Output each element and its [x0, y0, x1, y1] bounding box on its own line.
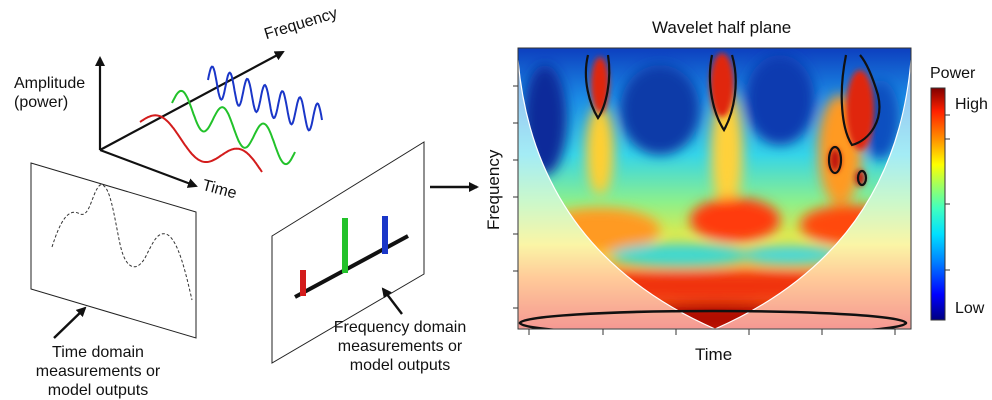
- time-domain-signal: [51, 184, 193, 301]
- time-domain-pointer: [53, 306, 87, 339]
- frequency-bar-green: [342, 218, 348, 273]
- frequency-axis-ticks: [513, 85, 518, 309]
- colorbar: [930, 87, 946, 321]
- colorbar-low-label: Low: [955, 300, 985, 317]
- frequency-domain-panel: [271, 141, 425, 364]
- amplitude-label: Amplitude (power): [14, 75, 86, 111]
- axes-3d: [95, 51, 285, 188]
- low-frequency-wave: [139, 114, 263, 173]
- wavelet-title: Wavelet half plane: [652, 18, 792, 37]
- time-domain-caption: Time domain measurements or model output…: [35, 344, 161, 399]
- high-frequency-wave: [207, 65, 323, 132]
- frequency-bar-blue: [382, 216, 388, 254]
- mid-frequency-wave: [171, 89, 296, 166]
- cone-of-influence: [518, 59, 911, 329]
- wavelet-ylabel: Frequency: [484, 149, 503, 230]
- wavelet-plot-area: [518, 48, 911, 329]
- frequency-baseline: [294, 234, 409, 299]
- colorbar-ticks: [945, 114, 950, 271]
- frequency-bar-red: [300, 270, 306, 296]
- time-axis: [99, 148, 198, 188]
- frequency-domain-caption: Frequency domain measurements or model o…: [333, 319, 467, 374]
- colorbar-title: Power: [930, 65, 976, 82]
- significance-contours: [584, 54, 881, 187]
- wavelet-plot-frame: [517, 47, 912, 330]
- time-axis-ticks: [528, 329, 896, 335]
- wavelet-xlabel: Time: [695, 345, 733, 364]
- bottom-contour: [518, 309, 908, 329]
- frequency-axis: [99, 51, 285, 151]
- colorbar-high-label: High: [955, 96, 988, 113]
- frequency-domain-pointer: [381, 287, 403, 315]
- time-domain-panel: [30, 162, 197, 339]
